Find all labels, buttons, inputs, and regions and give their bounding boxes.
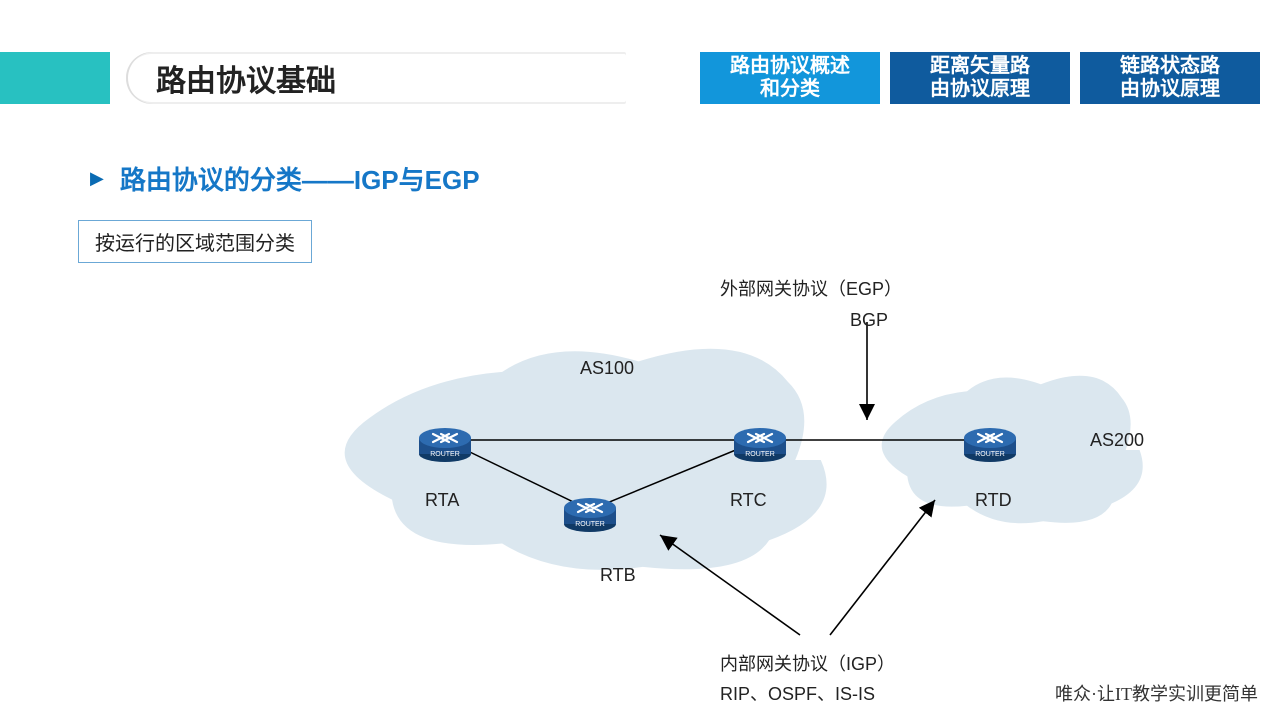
svg-text:ROUTER: ROUTER	[575, 521, 605, 528]
svg-text:ROUTER: ROUTER	[975, 451, 1005, 458]
diagram-label: 外部网关协议（EGP）	[720, 275, 902, 301]
diagram-label: RTD	[975, 490, 1012, 511]
network-diagram: ROUTER ROUTER ROUTER ROUTER	[0, 0, 1280, 720]
svg-text:ROUTER: ROUTER	[430, 451, 460, 458]
diagram-label: RTC	[730, 490, 767, 511]
diagram-label: RTA	[425, 490, 459, 511]
diagram-label: RIP、OSPF、IS-IS	[720, 680, 875, 706]
svg-text:ROUTER: ROUTER	[745, 451, 775, 458]
footer-text: 唯众·让IT教学实训更简单	[1055, 680, 1258, 706]
diagram-label: 内部网关协议（IGP）	[720, 650, 895, 676]
diagram-label: RTB	[600, 565, 636, 586]
diagram-label: AS200	[1090, 430, 1144, 451]
diagram-label: AS100	[580, 358, 634, 379]
diagram-label: BGP	[850, 310, 888, 331]
